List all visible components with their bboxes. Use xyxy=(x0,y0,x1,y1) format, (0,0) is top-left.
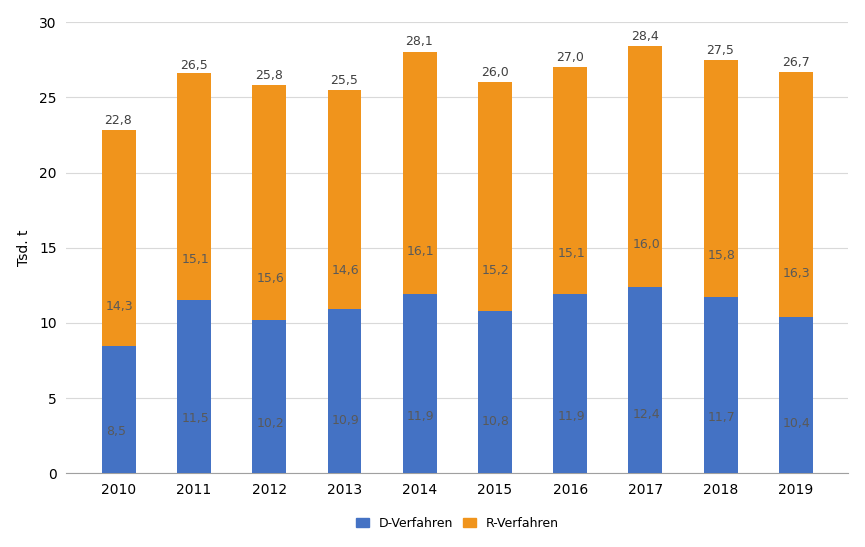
Text: 11,7: 11,7 xyxy=(708,411,735,424)
Text: 15,8: 15,8 xyxy=(708,249,735,262)
Text: 25,8: 25,8 xyxy=(255,69,283,83)
Text: 26,5: 26,5 xyxy=(180,59,208,72)
Text: 10,4: 10,4 xyxy=(783,417,811,429)
Bar xyxy=(478,83,512,311)
Bar xyxy=(403,53,437,294)
Bar xyxy=(102,131,136,346)
Text: 11,5: 11,5 xyxy=(181,412,209,425)
Text: 26,7: 26,7 xyxy=(782,56,810,69)
Text: 12,4: 12,4 xyxy=(632,408,660,421)
Bar xyxy=(629,46,663,287)
Text: 15,1: 15,1 xyxy=(181,253,209,266)
Text: 15,6: 15,6 xyxy=(256,272,285,285)
Bar xyxy=(328,90,362,310)
Bar xyxy=(478,311,512,473)
Text: 15,1: 15,1 xyxy=(557,247,585,260)
Bar xyxy=(704,60,738,298)
Text: 22,8: 22,8 xyxy=(105,114,132,127)
Text: 14,6: 14,6 xyxy=(331,264,359,277)
Legend: D-Verfahren, R-Verfahren: D-Verfahren, R-Verfahren xyxy=(351,512,563,535)
Y-axis label: Tsd. t: Tsd. t xyxy=(16,230,30,266)
Text: 11,9: 11,9 xyxy=(557,410,585,423)
Text: 26,0: 26,0 xyxy=(481,66,509,79)
Bar xyxy=(779,72,813,317)
Bar xyxy=(704,298,738,473)
Text: 28,1: 28,1 xyxy=(406,35,433,48)
Text: 8,5: 8,5 xyxy=(106,424,126,438)
Bar xyxy=(328,310,362,473)
Bar xyxy=(554,294,587,473)
Bar xyxy=(177,73,211,300)
Bar xyxy=(629,287,663,473)
Text: 11,9: 11,9 xyxy=(407,410,434,423)
Text: 16,1: 16,1 xyxy=(407,245,434,258)
Text: 27,0: 27,0 xyxy=(556,51,584,65)
Text: 14,3: 14,3 xyxy=(106,300,133,313)
Text: 28,4: 28,4 xyxy=(631,30,659,43)
Bar xyxy=(102,346,136,473)
Bar xyxy=(177,300,211,473)
Bar xyxy=(253,320,286,473)
Bar xyxy=(554,67,587,294)
Text: 10,9: 10,9 xyxy=(331,415,359,428)
Text: 10,8: 10,8 xyxy=(482,415,510,428)
Bar xyxy=(403,294,437,473)
Text: 15,2: 15,2 xyxy=(482,264,509,277)
Bar xyxy=(253,85,286,320)
Text: 27,5: 27,5 xyxy=(707,44,734,57)
Bar xyxy=(779,317,813,473)
Text: 10,2: 10,2 xyxy=(256,417,285,430)
Text: 25,5: 25,5 xyxy=(330,74,358,87)
Text: 16,0: 16,0 xyxy=(632,238,660,251)
Text: 16,3: 16,3 xyxy=(783,267,811,280)
